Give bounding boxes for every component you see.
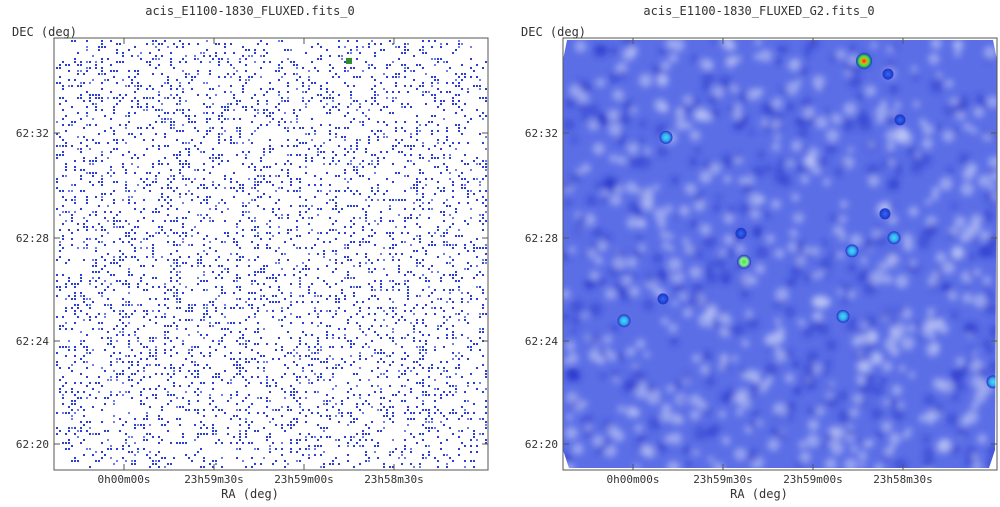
right-source-blob: [659, 130, 673, 144]
right-x-tick-label: 23h58m30s: [873, 473, 933, 486]
left-x-tick-label: 23h58m30s: [364, 473, 424, 486]
left-plot-background: [54, 38, 488, 470]
right-source-blob: [882, 68, 894, 80]
right-image-panel: 0h00m00s 23h59m30s 23h59m00s 23h58m30s 62:32…: [509, 0, 1000, 507]
left-y-tick-label: 62:20: [16, 438, 49, 451]
left-y-tick-label: 62:28: [16, 232, 49, 245]
right-plot-border: [562, 37, 998, 471]
right-x-tick-label: 23h59m00s: [783, 473, 843, 486]
right-axis-frame: 0h00m00s 23h59m30s 23h59m00s 23h58m30s 62:32…: [525, 37, 998, 486]
right-source-blob: [845, 244, 859, 258]
left-x-axis-label: RA (deg): [221, 487, 279, 501]
left-axis-frame: 0h00m00s 23h59m30s 23h59m00s 23h58m30s 62:32…: [16, 37, 489, 486]
right-source-blob: [986, 375, 997, 389]
right-source-blob: [836, 309, 850, 323]
left-panel-title: acis_E1100-1830_FLUXED.fits_0: [145, 4, 355, 18]
right-source-blob: [737, 254, 751, 269]
right-x-axis-label: RA (deg): [730, 487, 788, 501]
right-y-axis-label: DEC (deg): [521, 25, 587, 39]
left-x-tick-label: 0h00m00s: [98, 473, 151, 486]
left-image-panel: 0h00m00s 23h59m30s 23h59m00s 23h58m30s 62:32…: [12, 4, 489, 501]
right-y-tick-label: 62:28: [525, 232, 558, 245]
left-y-tick-label: 62:24: [16, 335, 49, 348]
left-image-plot: 0h00m00s 23h59m30s 23h59m00s 23h58m30s 62:32…: [16, 37, 489, 486]
right-x-tick-label: 23h59m30s: [693, 473, 753, 486]
left-count-pixels: [56, 40, 487, 468]
right-panel-title: acis_E1100-1830_FLUXED_G2.fits_0: [643, 4, 875, 18]
right-source-blob: [735, 227, 747, 239]
right-smoothed-field: [563, 40, 997, 468]
right-source-blob: [879, 208, 891, 220]
right-x-tick-label: 0h00m00s: [607, 473, 660, 486]
right-source-blob: [887, 231, 901, 245]
right-y-tick-label: 62:32: [525, 127, 558, 140]
right-y-tick-label: 62:24: [525, 335, 558, 348]
right-source-blob: [617, 314, 631, 328]
right-source-blob: [894, 114, 906, 126]
left-source-mark: [346, 57, 352, 64]
left-x-tick-label: 23h59m30s: [184, 473, 244, 486]
left-y-tick-label: 62:32: [16, 127, 49, 140]
left-plot-border: [53, 37, 489, 471]
left-x-tick-label: 23h59m00s: [274, 473, 334, 486]
right-source-blob: [856, 53, 872, 69]
right-source-blob: [657, 293, 669, 305]
left-y-axis-label: DEC (deg): [12, 25, 78, 39]
right-image-plot: 0h00m00s 23h59m30s 23h59m00s 23h58m30s 62:32…: [525, 37, 998, 486]
right-noise-texture: [563, 40, 997, 468]
right-y-tick-label: 62:20: [525, 438, 558, 451]
